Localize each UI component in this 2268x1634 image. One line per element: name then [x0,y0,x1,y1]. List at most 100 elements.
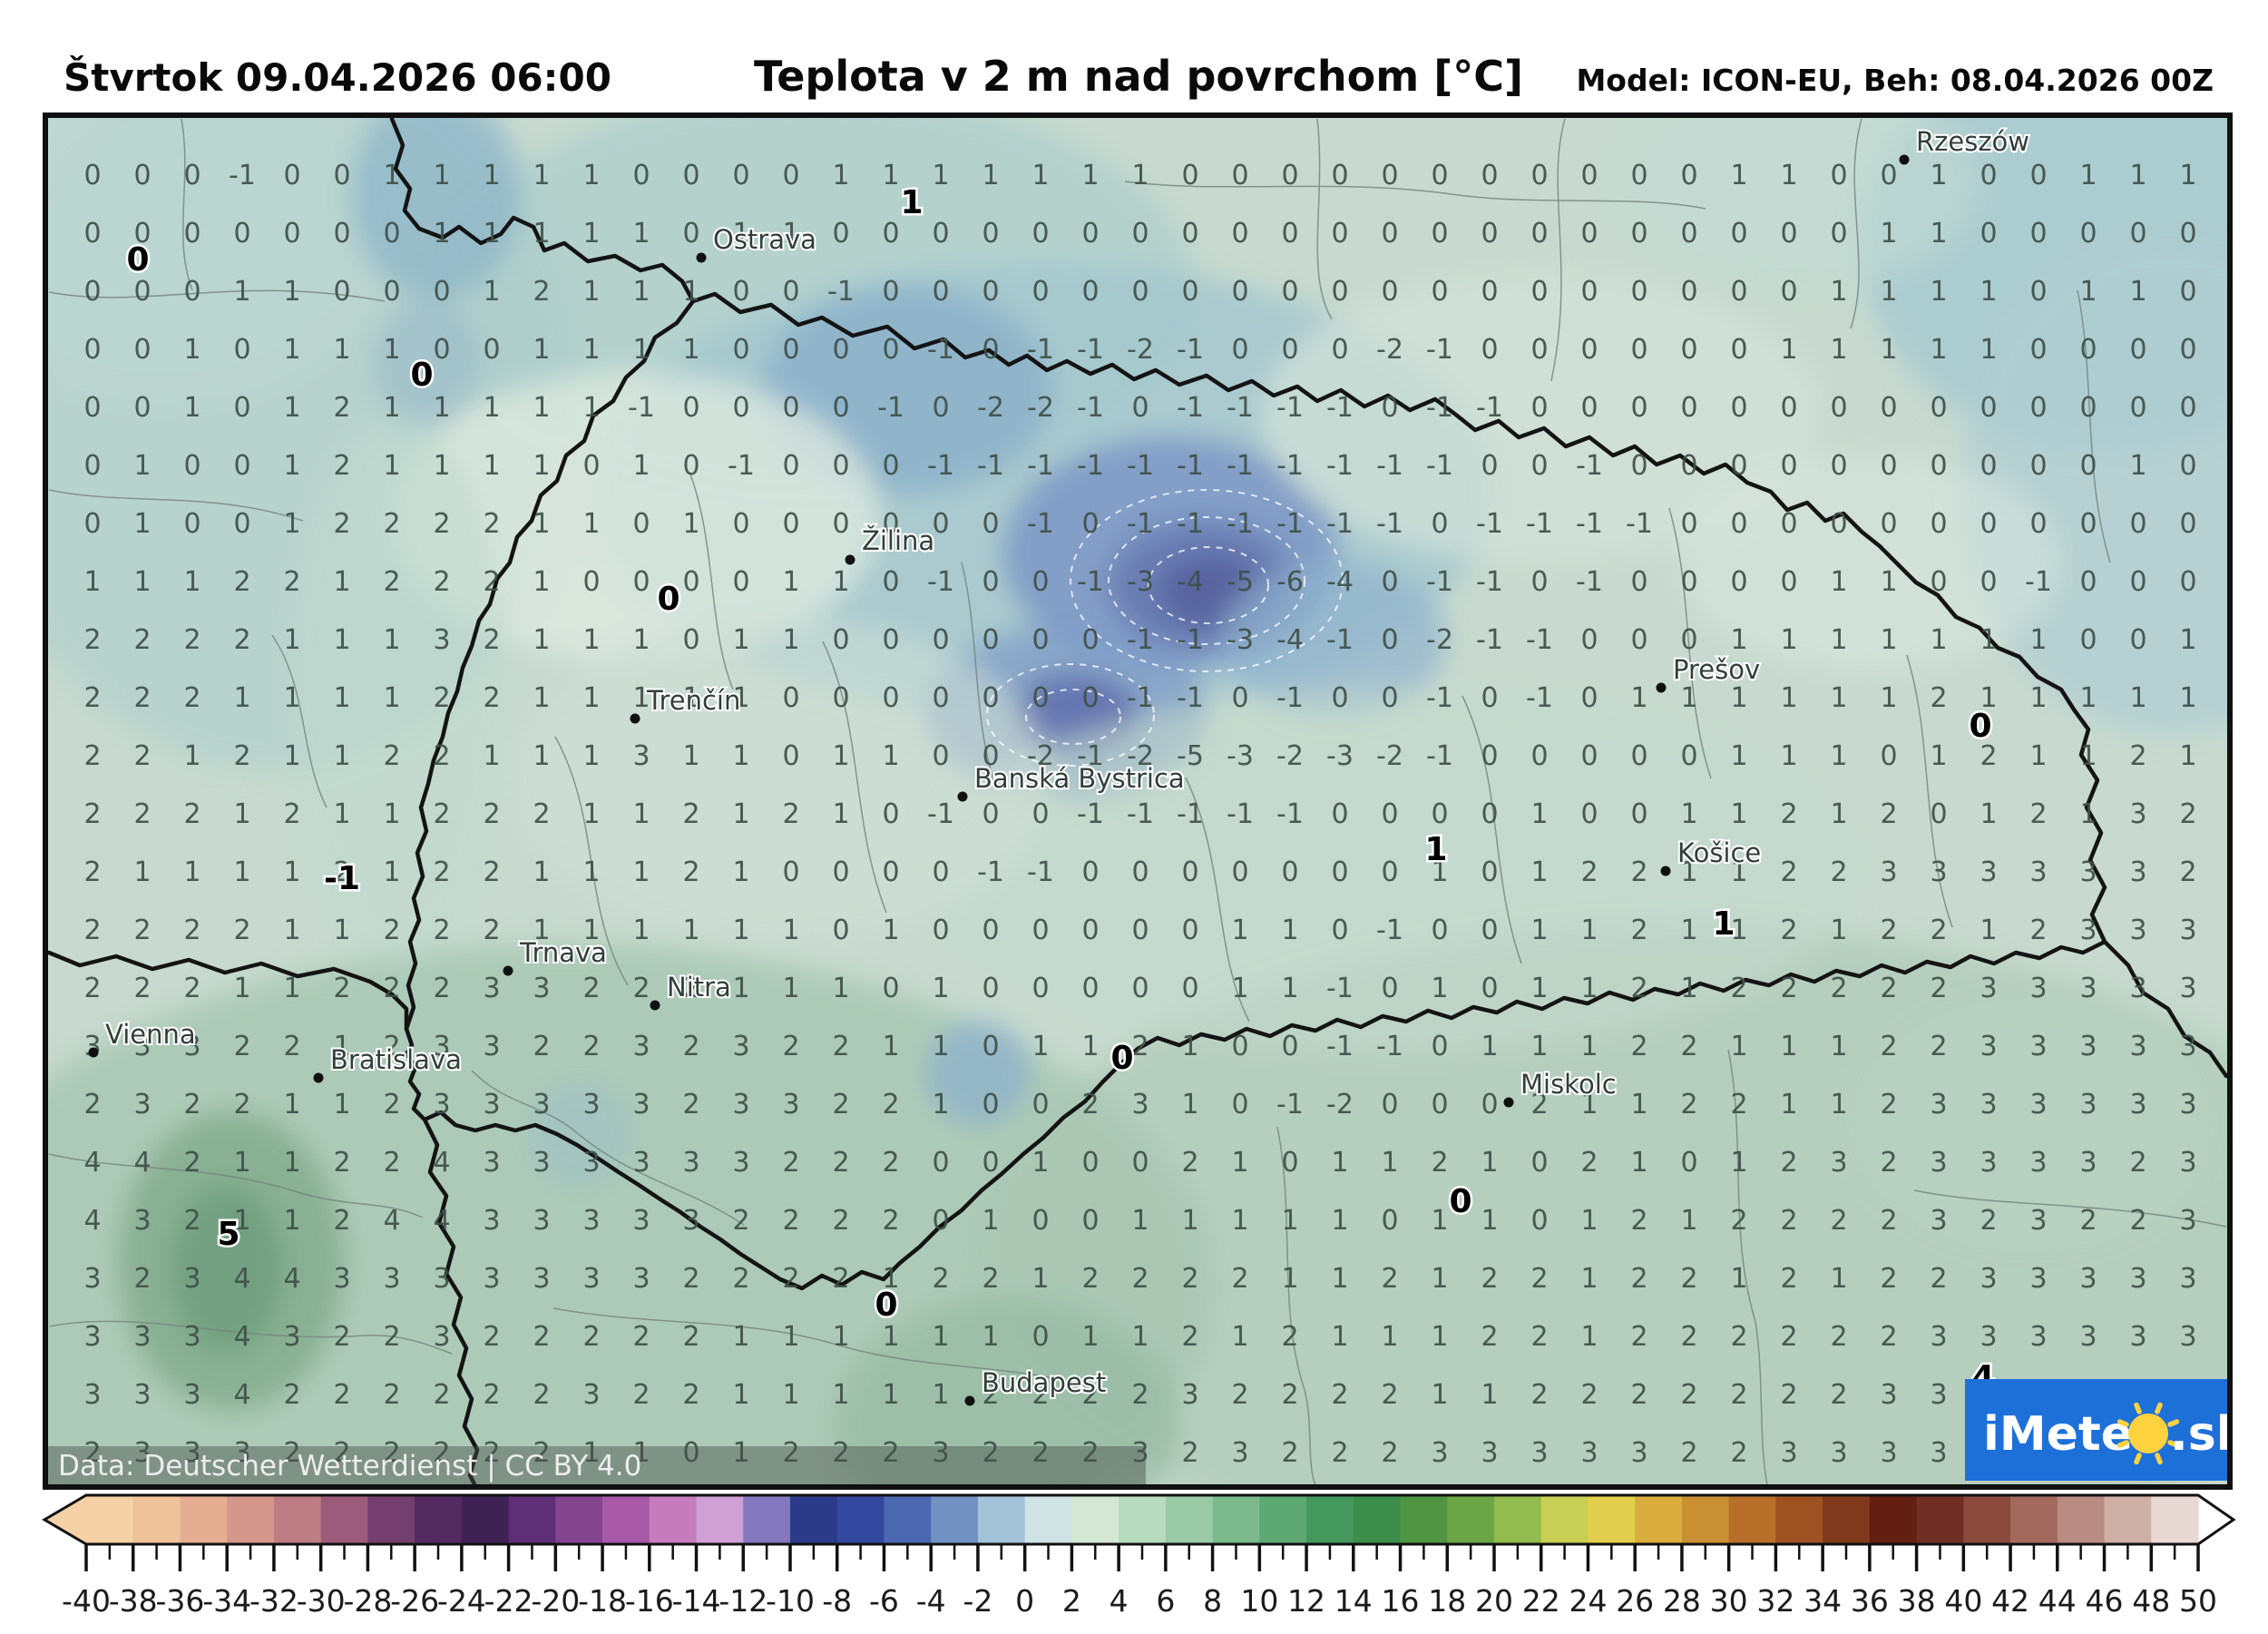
temp-value: 2 [582,1031,600,1062]
temp-value: 3 [2079,1089,2097,1120]
temp-value: 0 [1780,392,1797,424]
sun-ray [2155,1453,2163,1465]
temp-value: 2 [1980,740,1997,772]
temp-value: 0 [1930,508,1947,540]
city-label: Vienna [105,1019,196,1050]
temp-value: 0 [782,682,799,714]
temp-value: 2 [383,566,400,598]
temp-value: 2 [1081,1089,1099,1120]
region-border [48,1153,424,1218]
temp-value: 1 [732,1437,749,1469]
temp-value: 1 [582,682,600,714]
temp-value: 0 [1331,160,1348,191]
region-border [1906,654,1953,928]
temp-value: 3 [1930,1437,1947,1469]
temp-value: -1 [1426,740,1453,772]
temp-value: 3 [2079,856,2097,888]
temp-value: -4 [1326,566,1354,598]
temp-value: 0 [83,218,101,250]
region-border [48,489,304,522]
temp-value: -1 [1177,392,1204,424]
temp-value: 0 [383,218,400,250]
temp-value: 0 [682,160,699,191]
colorbar-tick-label: 42 [1991,1583,2029,1619]
temp-value: 0 [2079,508,2097,540]
temp-value: -1 [1276,798,1304,830]
temp-value: 1 [582,218,600,250]
temp-value: 2 [632,1321,650,1353]
temp-value: -4 [1177,566,1204,598]
temp-value: 0 [1181,973,1198,1004]
temp-value: 0 [1680,450,1697,482]
temp-value: 3 [433,1321,450,1353]
temp-value: 0 [1780,508,1797,540]
temp-value: 0 [782,276,799,308]
extrema-label: 0 [410,357,433,394]
temp-value: 3 [2029,1205,2047,1237]
temp-value: 0 [1181,160,1198,191]
city-dot [88,1047,99,1058]
imeteo-logo[interactable]: iMete .sk [1965,1379,2249,1481]
temp-value: 3 [2029,856,2047,888]
temp-value: 1 [83,566,101,598]
temp-value: 2 [433,798,450,830]
temp-value: 0 [1680,1147,1697,1179]
colorbar-segment [602,1495,650,1544]
temp-value: 0 [1381,798,1398,830]
temp-value: 1 [1580,1031,1598,1062]
temp-value: 1 [233,1147,250,1179]
extrema-label: -1 [324,860,360,897]
map-blob [48,118,399,399]
temp-value: 0 [782,740,799,772]
temp-value: 0 [1431,218,1448,250]
temp-value: 2 [1131,1031,1149,1062]
temp-value: 0 [1031,682,1049,714]
city-dot [957,791,968,802]
temp-value: 2 [1131,1379,1149,1411]
temp-value: 2 [882,1205,899,1237]
temp-value: -1 [1227,450,1254,482]
temp-value: 0 [1980,508,1997,540]
temp-value: 0 [1281,276,1298,308]
temp-value: 0 [982,218,999,250]
temp-value: 1 [1780,1031,1797,1062]
temp-value: 1 [283,624,300,656]
temp-value: 0 [1580,334,1598,366]
temp-value: 0 [982,508,999,540]
temp-value: 0 [1281,218,1298,250]
temp-value: 0 [1630,798,1647,830]
temp-value: 2 [133,624,151,656]
temp-value: 3 [782,1089,799,1120]
temp-value: 0 [1431,160,1448,191]
temp-value: 4 [433,1205,450,1237]
temp-value: 2 [1081,1379,1099,1411]
temp-value: 1 [1780,160,1797,191]
temp-value: 0 [1381,160,1398,191]
temp-value: 2 [333,856,350,888]
colorbar-tick-label: -16 [625,1583,674,1619]
temp-value: 1 [1431,1205,1448,1237]
city-dot [650,1000,660,1011]
temp-value: 1 [533,740,550,772]
temp-value: 3 [582,1205,600,1237]
temp-value: 3 [2079,1263,2097,1295]
region-border [689,471,734,690]
colorbar-tick-label: -40 [62,1583,111,1619]
temp-value: 1 [882,1379,899,1411]
temp-value: 1 [1231,915,1248,946]
temp-value: 0 [283,218,300,250]
temp-value: 1 [1580,1263,1598,1295]
temp-value: 1 [133,856,151,888]
temp-value: 0 [882,624,899,656]
temp-value: 0 [1930,392,1947,424]
temp-value: 1 [1780,682,1797,714]
temp-value: 2 [1181,1263,1198,1295]
temp-value: 0 [832,218,849,250]
temp-value: 3 [333,1263,350,1295]
temp-value: 0 [183,450,200,482]
temp-value: 0 [1331,682,1348,714]
temp-value: 1 [2029,740,2047,772]
temp-value: 1 [483,276,500,308]
temp-value: 0 [832,508,849,540]
cold-contour [986,663,1155,767]
